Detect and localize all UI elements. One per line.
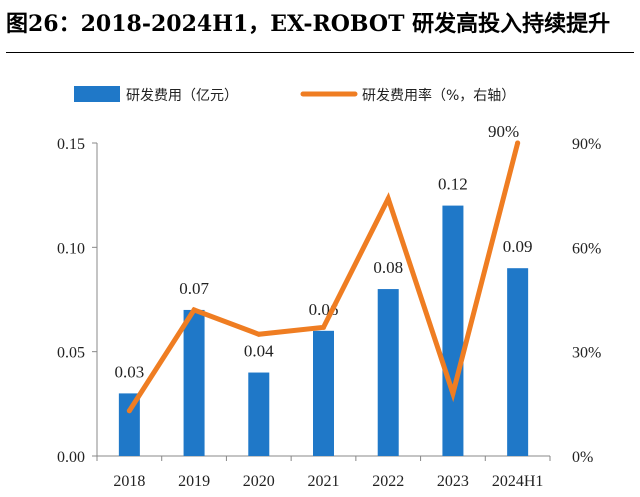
chart-title: 图26：2018-2024H1，EX-ROBOT 研发高投入持续提升 [6, 11, 611, 37]
line-point [191, 307, 197, 313]
line-point [321, 324, 326, 330]
line-point [256, 331, 262, 337]
line-value-label: 90% [488, 122, 519, 141]
bar [377, 289, 399, 456]
x-tick-label: 2020 [243, 473, 275, 490]
x-tick-label: 2023 [437, 473, 469, 490]
bar-value-label: 0.03 [114, 362, 144, 381]
axes: 0.00 0.05 0.10 0.15 0% 30% 60% 90% 2018 2019 2020 2… [57, 136, 601, 490]
bar [118, 393, 140, 456]
x-tick-label: 2022 [372, 473, 404, 490]
legend-bar-swatch [74, 86, 120, 102]
bar [183, 309, 205, 456]
y-left-tick-label: 0.15 [57, 136, 85, 153]
bar [248, 372, 270, 456]
bar-value-label: 0.07 [179, 279, 209, 298]
line-point [515, 140, 521, 146]
y-right-tick-label: 30% [572, 345, 601, 362]
line-point [126, 408, 132, 414]
legend-line-label: 研发费用率（%，右轴） [362, 87, 515, 104]
y-left-tick-label: 0.00 [57, 449, 85, 466]
x-tick-label: 2024H1 [492, 473, 544, 490]
bar-value-label: 0.08 [373, 258, 403, 277]
x-tick-label: 2019 [178, 473, 210, 490]
y-right-tick-label: 90% [572, 136, 601, 153]
line-data-labels: 90% [488, 122, 519, 141]
x-tick-label: 2018 [113, 473, 145, 490]
line-series [126, 140, 521, 414]
bar [507, 268, 529, 456]
y-left-tick-label: 0.05 [57, 345, 85, 362]
y-right-tick-label: 60% [572, 240, 601, 257]
bar-value-label: 0.09 [503, 237, 533, 256]
line-point [450, 390, 456, 396]
bar-series [118, 205, 529, 456]
bar-value-label: 0.04 [244, 342, 274, 361]
bar [313, 330, 334, 456]
title-divider [6, 52, 634, 53]
legend-bar-label: 研发费用（亿元） [126, 88, 238, 104]
bar [442, 205, 464, 456]
bar-value-label: 0.12 [438, 175, 468, 194]
y-right-tick-label: 0% [572, 449, 593, 466]
line-point [385, 196, 391, 202]
bar-data-labels: 0.030.070.040.060.080.120.09 [114, 175, 532, 382]
legend: 研发费用（亿元） 研发费用率（%，右轴） [74, 86, 515, 104]
y-left-tick-label: 0.10 [57, 240, 85, 257]
x-tick-label: 2021 [308, 473, 340, 490]
